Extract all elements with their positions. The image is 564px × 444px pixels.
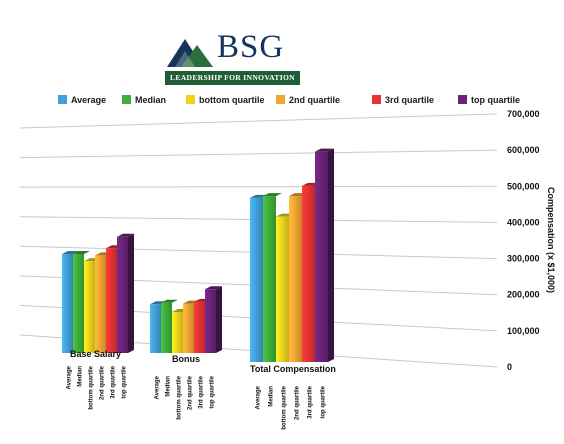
bar-label: 2nd quartile bbox=[295, 385, 301, 420]
logo-tagline-bar bbox=[165, 71, 300, 85]
bar bbox=[205, 289, 216, 353]
legend-label: Median bbox=[135, 95, 167, 105]
legend-swatch bbox=[458, 95, 467, 104]
bar-label: 2nd quartile bbox=[100, 365, 106, 400]
bar bbox=[117, 236, 128, 353]
legend-swatch bbox=[122, 95, 131, 104]
bar-label: top quartile bbox=[321, 385, 327, 418]
bar-label: top quartile bbox=[210, 375, 216, 408]
bar-label: Median bbox=[269, 386, 275, 407]
bar bbox=[62, 253, 73, 353]
legend-label: 2nd quartile bbox=[289, 95, 341, 105]
category-labels: Base Salary Bonus Total Compensation bbox=[70, 349, 336, 374]
bar-label: Average bbox=[67, 365, 73, 389]
logo-text: BSG bbox=[217, 29, 285, 65]
bar-top bbox=[205, 286, 222, 290]
bar-side bbox=[328, 148, 334, 362]
gridline bbox=[19, 113, 498, 129]
y-tick-label: 100,000 bbox=[507, 326, 540, 336]
y-tick-label: 300,000 bbox=[507, 254, 540, 264]
bar-label: bottom quartile bbox=[89, 365, 95, 409]
bar bbox=[183, 303, 194, 353]
bar-label: Average bbox=[155, 375, 161, 399]
y-tick-label: 700,000 bbox=[507, 109, 540, 119]
bsg-logo: BSG LEADERSHIP FOR INNOVATION bbox=[165, 27, 300, 85]
bar bbox=[95, 255, 106, 353]
bar bbox=[172, 311, 183, 353]
bar bbox=[263, 196, 276, 362]
bar-label: top quartile bbox=[122, 365, 128, 398]
category-label: Bonus bbox=[172, 354, 200, 364]
bar-label: 3rd quartile bbox=[308, 385, 314, 418]
category-label: Total Compensation bbox=[250, 364, 336, 374]
bar bbox=[289, 196, 302, 362]
bar bbox=[106, 248, 117, 353]
legend-swatch bbox=[186, 95, 195, 104]
bar bbox=[161, 302, 172, 353]
y-tick-label: 200,000 bbox=[507, 290, 540, 300]
bar-labels: Average Median bottom quartile 2nd quartile… bbox=[67, 365, 327, 429]
bar bbox=[84, 261, 95, 353]
bar bbox=[315, 151, 328, 362]
y-tick-label: 600,000 bbox=[507, 145, 540, 155]
legend-label: top quartile bbox=[471, 95, 520, 105]
bar-top bbox=[62, 250, 79, 254]
legend-swatch bbox=[276, 95, 285, 104]
bar bbox=[302, 185, 315, 362]
bars bbox=[62, 148, 334, 362]
bar-label: Median bbox=[166, 376, 172, 397]
bar bbox=[194, 301, 205, 353]
gridline bbox=[19, 149, 498, 159]
bar bbox=[276, 216, 289, 362]
bar-top bbox=[161, 299, 178, 303]
bar-top bbox=[117, 233, 134, 237]
y-tick-label: 500,000 bbox=[507, 181, 540, 191]
legend-swatch bbox=[58, 95, 67, 104]
bar-label: 3rd quartile bbox=[199, 375, 205, 408]
mountain-icon bbox=[167, 39, 213, 67]
bar-label: bottom quartile bbox=[177, 375, 183, 419]
logo-tagline: LEADERSHIP FOR INNOVATION bbox=[170, 73, 295, 82]
bar-label: 3rd quartile bbox=[111, 365, 117, 398]
bar bbox=[73, 253, 84, 353]
bar bbox=[150, 304, 161, 353]
bar-label: Median bbox=[78, 366, 84, 387]
y-tick-labels: 700,000 600,000 500,000 400,000 300,000 200,0… bbox=[507, 109, 540, 372]
bar bbox=[250, 197, 263, 362]
bar-side bbox=[216, 286, 222, 353]
bar-top bbox=[315, 148, 334, 152]
bar-label: bottom quartile bbox=[282, 385, 288, 429]
chart-legend: Average Median bottom quartile 2nd quartile… bbox=[58, 93, 558, 107]
legend-label: Average bbox=[71, 95, 107, 105]
category-label: Base Salary bbox=[70, 349, 121, 359]
bar-label: 2nd quartile bbox=[188, 375, 194, 410]
y-tick-label: 400,000 bbox=[507, 217, 540, 227]
bar-top bbox=[263, 193, 282, 197]
bar-label: Average bbox=[256, 385, 262, 409]
y-axis-title: Compensation (x $1,000) bbox=[546, 187, 556, 293]
legend-swatch bbox=[372, 95, 381, 104]
legend-label: 3rd quartile bbox=[385, 95, 435, 105]
gridline bbox=[19, 185, 498, 188]
legend-label: bottom quartile bbox=[199, 95, 265, 105]
bar-top bbox=[73, 250, 90, 254]
bar-side bbox=[128, 233, 134, 353]
y-tick-label: 0 bbox=[507, 362, 512, 372]
